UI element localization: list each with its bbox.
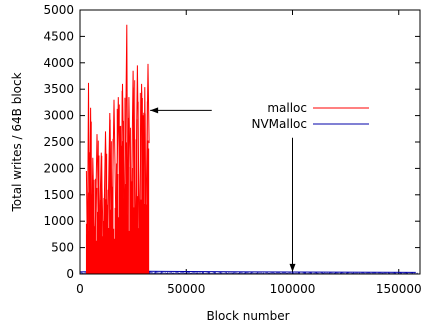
legend-label-malloc: malloc — [267, 101, 307, 115]
plot-frame — [79, 9, 421, 275]
y-axis-title: Total writes / 64B block — [10, 72, 24, 212]
y-tick-label: 5000 — [43, 3, 74, 17]
y-tick-label: 3000 — [43, 109, 74, 123]
series-layer — [79, 24, 418, 274]
series-malloc-band — [85, 80, 150, 274]
y-tick-label: 4500 — [43, 29, 74, 43]
x-tick-label: 0 — [76, 282, 84, 296]
legend: malloc NVMalloc — [252, 101, 369, 131]
y-tick-label: 500 — [51, 241, 74, 255]
x-tick-label: 150000 — [376, 282, 422, 296]
y-tick-label: 1500 — [43, 188, 74, 202]
y-tick-label: 4000 — [43, 56, 74, 70]
y-tick-label: 3500 — [43, 82, 74, 96]
x-axis-title: Block number — [206, 309, 289, 323]
annotation-arrowhead-0 — [150, 107, 159, 114]
annotations — [150, 107, 296, 272]
axis-ticks: 0 500 1000 1500 2000 2500 3000 3500 4000 4500 5000… — [43, 3, 421, 296]
x-axis-label: Block number — [206, 309, 289, 323]
y-axis-label: Total writes / 64B block — [10, 72, 24, 212]
y-tick-label: 0 — [66, 267, 74, 281]
y-tick-label: 1000 — [43, 214, 74, 228]
y-tick-label: 2000 — [43, 161, 74, 175]
annotation-arrowhead-1 — [289, 263, 296, 272]
series-malloc-line — [85, 24, 150, 259]
x-tick-label: 50000 — [167, 282, 205, 296]
legend-label-nvmalloc: NVMalloc — [252, 117, 308, 131]
y-tick-label: 2500 — [43, 135, 74, 149]
x-tick-label: 100000 — [270, 282, 316, 296]
